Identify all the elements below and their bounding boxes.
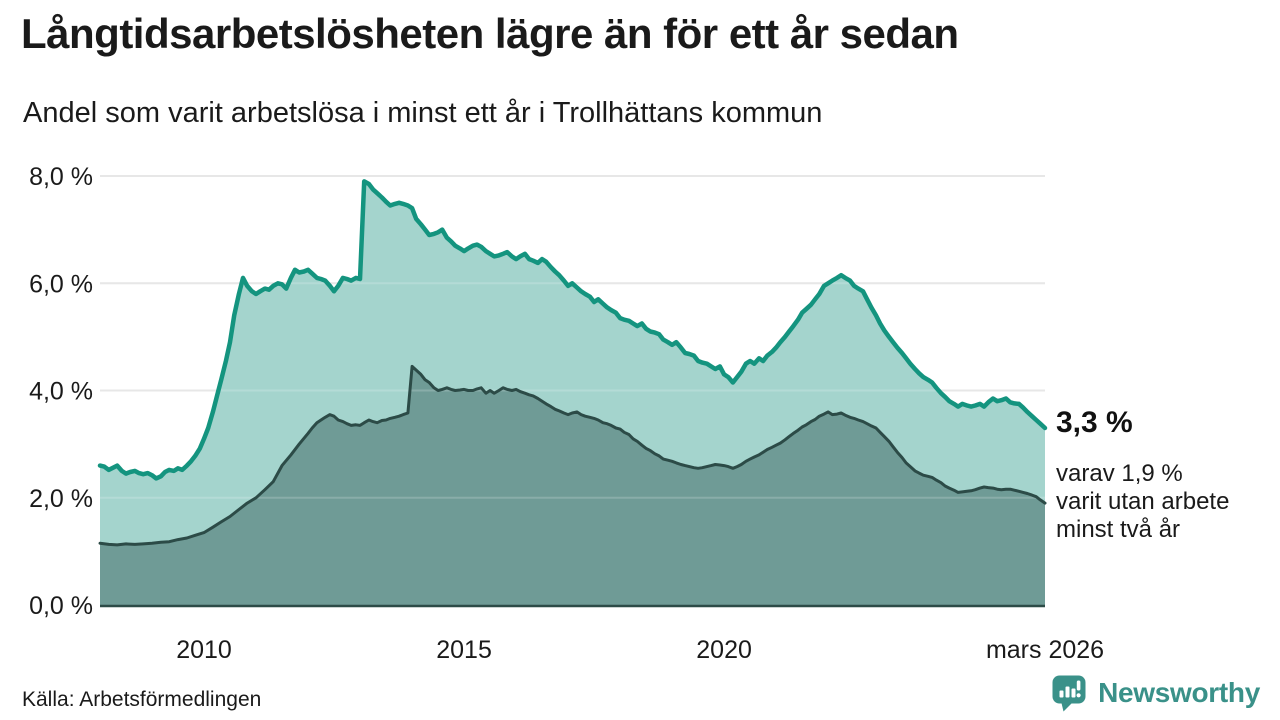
secondary-annotation: varav 1,9 % varit utan arbete minst två …	[1056, 460, 1229, 544]
page-title: Långtidsarbetslösheten lägre än för ett …	[21, 10, 959, 57]
series-line	[98, 364, 1047, 547]
source-note: Källa: Arbetsförmedlingen	[22, 688, 262, 711]
y-axis-tick-label: 0,0 %	[29, 592, 93, 620]
x-axis-tick-label: mars 2026	[986, 636, 1104, 664]
x-axis-tick-label: 2010	[176, 636, 232, 664]
series-line	[97, 179, 1048, 481]
newsworthy-icon	[1052, 675, 1086, 712]
annotation-line: varit utan arbete	[1056, 488, 1230, 515]
x-axis-tick-label: 2020	[696, 636, 752, 664]
y-axis-tick-label: 8,0 %	[29, 163, 93, 191]
y-axis-tick-label: 6,0 %	[29, 270, 93, 298]
chart-subtitle: Andel som varit arbetslösa i minst ett å…	[23, 97, 823, 129]
newsworthy-logo: Newsworthy	[1051, 674, 1260, 712]
latest-value-label: 3,3 %	[1056, 406, 1133, 439]
y-axis-tick-label: 4,0 %	[29, 378, 93, 406]
y-axis-tick-label: 2,0 %	[29, 485, 93, 513]
annotation-line: minst två år	[1056, 516, 1181, 543]
newsworthy-wordmark: Newsworthy	[1098, 677, 1260, 708]
x-axis-tick-label: 2015	[436, 636, 492, 664]
series-area	[100, 366, 1045, 605]
annotation-line: varav 1,9 %	[1056, 460, 1183, 487]
